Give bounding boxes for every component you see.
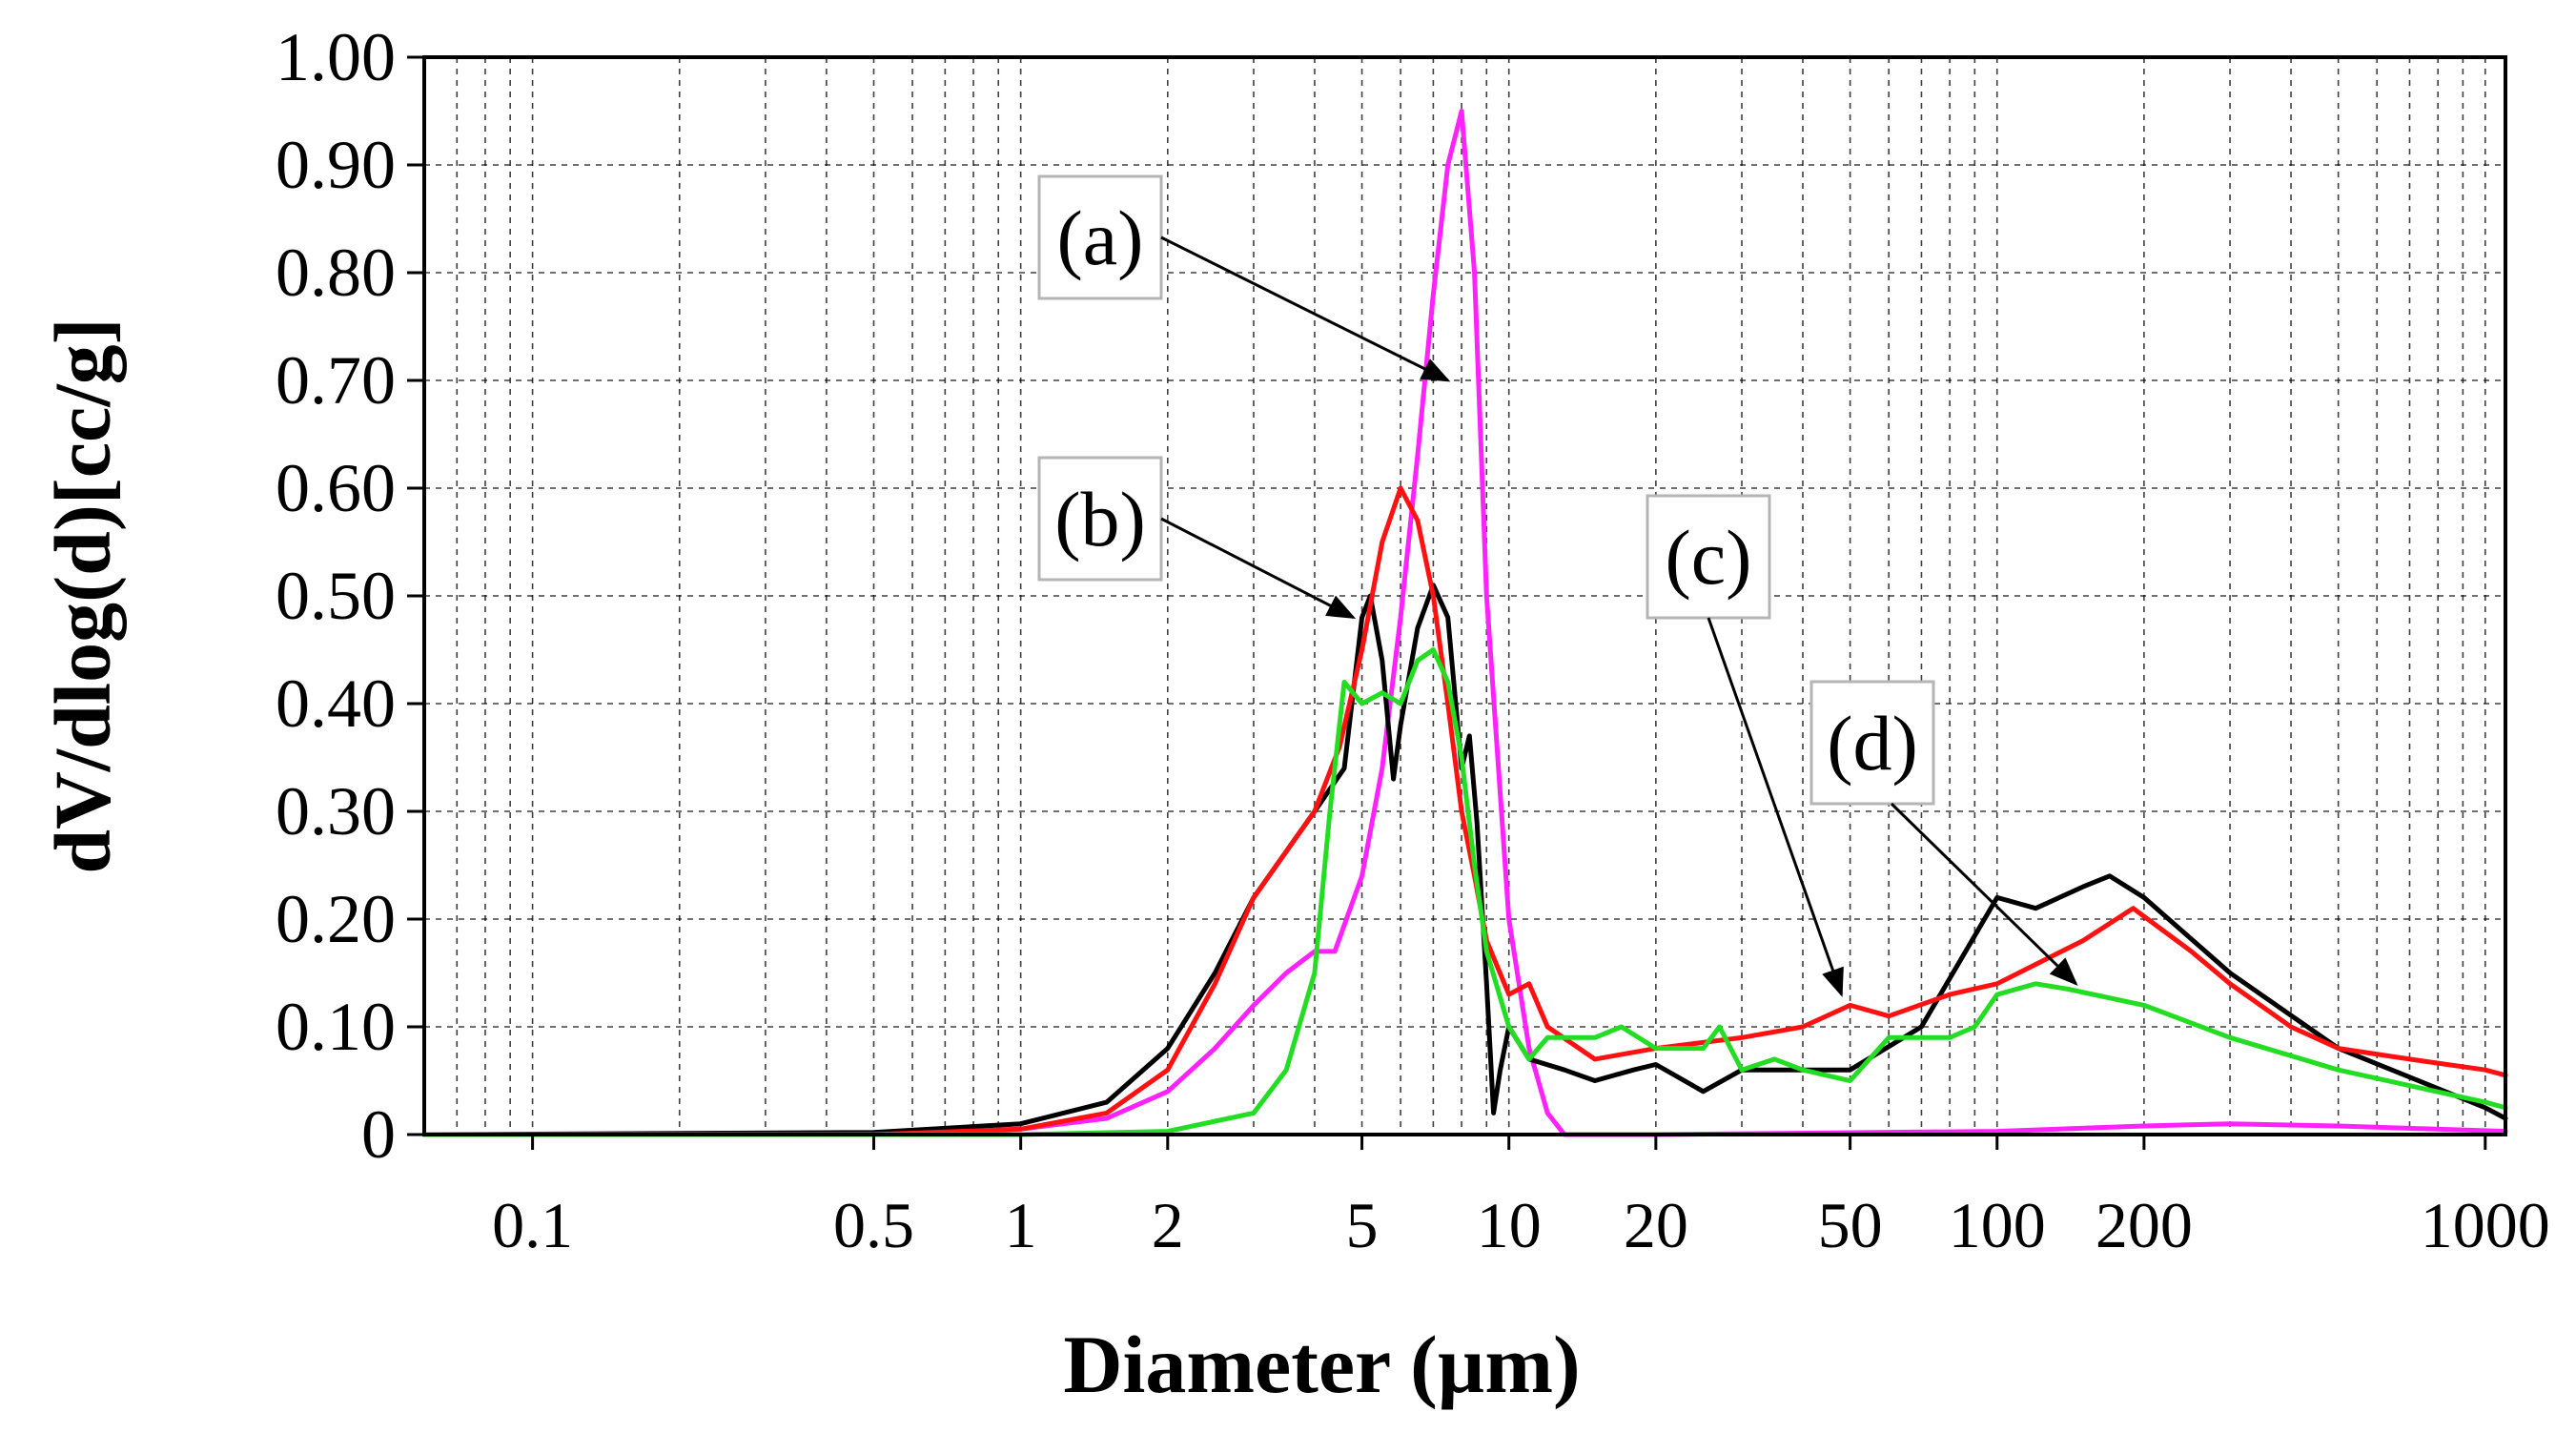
y-tick-label: 0.10 xyxy=(276,989,396,1065)
x-tick-label: 10 xyxy=(1477,1189,1542,1261)
y-axis-label: dV/dlog(d)[cc/g] xyxy=(38,317,127,873)
series-line-c xyxy=(421,485,2508,1137)
x-tick-label: 20 xyxy=(1624,1189,1688,1261)
annotation-arrow xyxy=(1707,617,1844,997)
annotation-label: (d) xyxy=(1827,700,1918,787)
annotation-arrow xyxy=(1890,802,2078,986)
y-tick-label: 0 xyxy=(361,1096,396,1173)
annotation-label: (a) xyxy=(1056,194,1143,281)
y-tick-label: 0.30 xyxy=(276,773,396,849)
annotation-box xyxy=(1646,494,1771,620)
y-tick-label: 0.70 xyxy=(276,342,396,419)
y-axis-ticks: 0 0.10 0.20 0.30 0.40 0.50 0.60 0.70 0.80 0.90 1.0… xyxy=(276,19,424,1173)
x-tick-label: 200 xyxy=(2096,1189,2193,1261)
annotation-arrow xyxy=(1160,517,1357,619)
x-tick-label: 5 xyxy=(1346,1189,1379,1261)
series-line-d xyxy=(421,647,2508,1137)
x-tick-label: 1 xyxy=(1005,1189,1037,1261)
x-axis-ticks: 0.1 0.5 1 2 5 10 20 50 100 200 1000 xyxy=(492,1135,2550,1261)
y-tick-label: 0.20 xyxy=(276,881,396,957)
x-tick-label: 1000 xyxy=(2421,1189,2550,1261)
x-tick-label: 2 xyxy=(1152,1189,1184,1261)
x-axis-label: Diameter (µm) xyxy=(1063,1319,1580,1410)
y-tick-label: 0.80 xyxy=(276,235,396,311)
y-tick-label: 0.90 xyxy=(276,127,396,203)
x-tick-label: 0.1 xyxy=(492,1189,573,1261)
annotation-box xyxy=(1037,174,1163,300)
annotation-label: (c) xyxy=(1665,514,1751,601)
x-tick-label: 50 xyxy=(1818,1189,1883,1261)
x-tick-label: 0.5 xyxy=(833,1189,914,1261)
y-tick-label: 1.00 xyxy=(276,19,396,95)
y-tick-label: 0.40 xyxy=(276,665,396,742)
annotation-box xyxy=(1809,680,1935,806)
y-tick-label: 0.60 xyxy=(276,450,396,526)
x-tick-label: 100 xyxy=(1949,1189,2046,1261)
annotation-label: (b) xyxy=(1054,476,1146,563)
annotation-arrow xyxy=(1160,235,1451,382)
y-tick-label: 0.50 xyxy=(276,558,396,634)
annotations: (a) (b) (c) (d) xyxy=(1037,174,2078,997)
